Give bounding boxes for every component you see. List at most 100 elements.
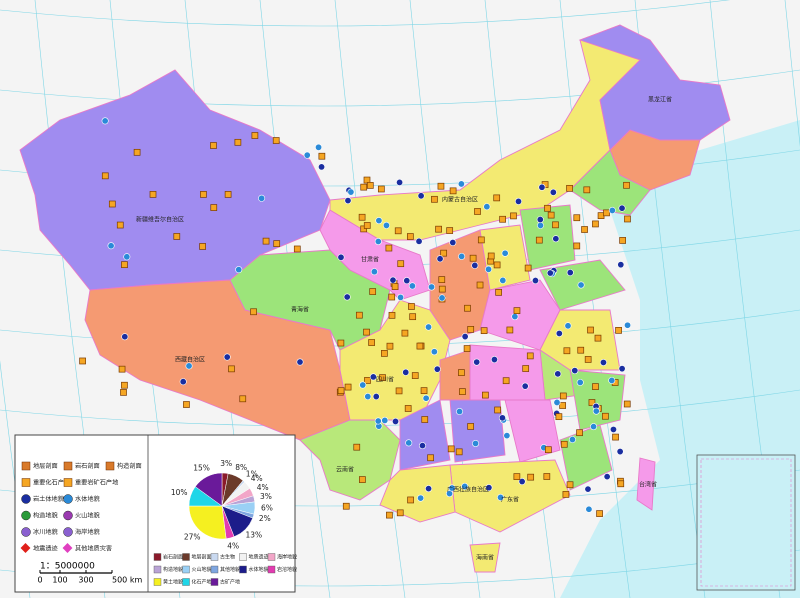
site-circle (318, 163, 326, 171)
site-square (482, 391, 489, 399)
site-circle (498, 414, 506, 422)
site-circle (617, 261, 625, 269)
site-circle (381, 416, 389, 424)
site-square (396, 509, 404, 517)
site-square (121, 261, 128, 269)
site-square (385, 244, 393, 252)
legend-label: 其他地质灾害 (75, 545, 112, 553)
site-circle (417, 192, 425, 200)
site-square (395, 387, 403, 395)
site-circle (359, 381, 367, 389)
legend-icon (105, 461, 115, 471)
site-square (262, 237, 270, 245)
site-square (397, 260, 405, 268)
site-square (366, 182, 374, 189)
site-circle (584, 485, 592, 493)
site-circle (461, 482, 469, 490)
legend-icon (21, 478, 31, 487)
site-circle (344, 197, 352, 205)
province (379, 464, 456, 523)
site-square (555, 413, 563, 421)
legend-icon (62, 543, 73, 553)
site-square (494, 406, 501, 414)
legend-swatch (267, 565, 276, 574)
site-circle (370, 268, 378, 276)
site-square (624, 215, 631, 223)
site-square (559, 402, 567, 409)
site-square (133, 148, 141, 156)
site-circle (546, 269, 554, 277)
place-label: 黑龙江省 (648, 96, 672, 104)
site-square (469, 254, 477, 262)
site-square (612, 433, 619, 441)
site-circle (123, 253, 131, 261)
site-square (224, 191, 232, 198)
site-square (581, 226, 588, 233)
site-circle (538, 183, 546, 191)
legend-swatch (267, 553, 276, 561)
place-label: 广东省 (501, 496, 519, 504)
site-circle (624, 321, 632, 329)
site-square (547, 211, 555, 219)
site-square (477, 236, 485, 244)
legend-label: 水体地貌 (249, 566, 269, 573)
province (469, 344, 546, 401)
site-circle (425, 323, 433, 331)
site-circle (555, 329, 563, 337)
site-square (499, 215, 506, 223)
legend-swatch (182, 553, 190, 561)
site-circle (315, 143, 323, 151)
site-circle (369, 373, 377, 381)
site-square (293, 245, 301, 253)
site-square (337, 387, 345, 395)
site-circle (107, 242, 115, 250)
site-circle (303, 151, 311, 159)
site-square (522, 365, 530, 372)
site-square (251, 132, 259, 139)
legend-swatch (210, 553, 219, 561)
site-square (552, 221, 559, 229)
site-circle (403, 277, 411, 285)
legend-label: 冰川地貌 (33, 528, 58, 536)
legend-icon (21, 461, 31, 471)
site-square (79, 357, 86, 365)
site-square (495, 288, 502, 296)
inset (696, 454, 796, 591)
site-square (404, 405, 412, 412)
province (399, 399, 451, 471)
site-circle (389, 276, 397, 284)
site-square (476, 281, 484, 289)
site-square (386, 342, 394, 350)
site-circle (374, 417, 382, 425)
legend-label: 海岸地貌 (75, 528, 100, 536)
site-square (459, 388, 466, 395)
pie-label: 10% (171, 488, 188, 497)
legend-label: 古矿产地 (220, 579, 240, 586)
legend-label: 古生物 (220, 554, 235, 561)
site-square (510, 212, 517, 220)
site-circle (418, 442, 426, 450)
site-square (239, 395, 247, 403)
site-circle (433, 365, 441, 373)
province (569, 369, 626, 431)
site-square (563, 347, 571, 355)
site-square (623, 181, 630, 189)
site-square (493, 194, 501, 202)
site-square (200, 191, 207, 198)
site-square (535, 236, 543, 244)
site-circle (415, 237, 423, 245)
legend-icon (20, 543, 31, 553)
site-square (597, 212, 605, 219)
legend-label: 岩溶地貌 (277, 566, 297, 573)
site-square (359, 476, 366, 483)
legend-swatch (153, 578, 162, 586)
site-circle (566, 269, 574, 277)
site-square (353, 443, 361, 451)
site-square (464, 304, 471, 312)
site-square (487, 252, 495, 260)
place-label: 甘肃省 (361, 256, 379, 264)
site-square (623, 400, 631, 408)
site-circle (501, 249, 509, 257)
site-circle (405, 439, 413, 447)
site-square (379, 374, 386, 381)
